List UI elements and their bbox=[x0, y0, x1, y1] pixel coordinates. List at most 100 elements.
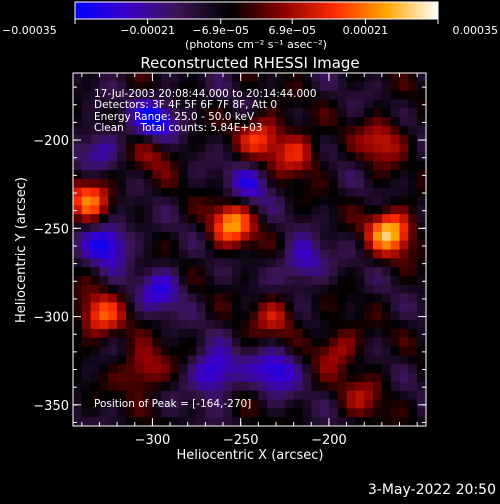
heatmap-cell bbox=[355, 390, 365, 401]
colorbar-unit-label: (photons cm⁻² s⁻¹ asec⁻²) bbox=[185, 38, 327, 51]
heatmap-cell bbox=[267, 99, 277, 109]
heatmap-cell bbox=[390, 223, 401, 233]
heatmap-cell bbox=[90, 143, 101, 154]
heatmap-cell bbox=[125, 417, 136, 426]
heatmap-cell bbox=[355, 90, 365, 101]
heatmap-cell bbox=[267, 364, 277, 374]
heatmap-cell bbox=[152, 302, 162, 312]
heatmap-cell bbox=[205, 143, 215, 154]
heatmap-cell bbox=[81, 337, 92, 348]
heatmap-cell bbox=[81, 134, 92, 145]
heatmap-cell bbox=[99, 125, 109, 136]
heatmap-cell bbox=[302, 275, 312, 286]
heatmap-cell bbox=[187, 196, 198, 206]
heatmap-cell bbox=[205, 249, 215, 259]
heatmap-cell bbox=[223, 417, 233, 426]
heatmap-cell bbox=[408, 408, 418, 418]
heatmap-cell bbox=[161, 390, 171, 401]
heatmap-cell bbox=[275, 196, 286, 206]
heatmap-cell bbox=[152, 152, 162, 162]
heatmap-cell bbox=[364, 249, 374, 259]
heatmap-cell bbox=[408, 143, 418, 154]
heatmap-cell bbox=[399, 337, 409, 348]
heatmap-cell bbox=[134, 381, 145, 392]
heatmap-cell bbox=[293, 267, 304, 277]
heatmap-cell bbox=[373, 284, 383, 295]
heatmap-cell bbox=[240, 346, 251, 356]
heatmap-cell bbox=[187, 134, 198, 145]
heatmap-cell bbox=[373, 240, 383, 251]
heatmap-cell bbox=[81, 258, 92, 268]
heatmap-cell bbox=[373, 364, 383, 374]
heatmap-cell bbox=[117, 408, 127, 418]
heatmap-cell bbox=[249, 178, 259, 189]
heatmap-cell bbox=[320, 205, 330, 215]
heatmap-cell bbox=[178, 143, 189, 154]
heatmap-cell bbox=[108, 284, 118, 295]
heatmap-cell bbox=[134, 293, 145, 304]
heatmap-cell bbox=[399, 408, 409, 418]
heatmap-cell bbox=[187, 390, 198, 401]
heatmap-cell bbox=[346, 284, 356, 295]
heatmap-cell bbox=[205, 346, 215, 356]
heatmap-cell bbox=[205, 293, 215, 304]
heatmap-cell bbox=[275, 302, 286, 312]
heatmap-cell bbox=[125, 143, 136, 154]
heatmap-cell bbox=[320, 73, 330, 83]
heatmap-cell bbox=[293, 134, 304, 145]
heatmap-cell bbox=[320, 258, 330, 268]
heatmap-cell bbox=[108, 205, 118, 215]
heatmap-cell bbox=[249, 293, 259, 304]
heatmap-cell bbox=[267, 293, 277, 304]
heatmap-cell bbox=[302, 205, 312, 215]
heatmap-cell bbox=[399, 302, 409, 312]
heatmap-cell bbox=[161, 346, 171, 356]
heatmap-cell bbox=[99, 214, 109, 224]
heatmap-cell bbox=[373, 223, 383, 233]
heatmap-cell bbox=[240, 311, 251, 321]
heatmap-cell bbox=[390, 311, 401, 321]
heatmap-cell bbox=[258, 258, 268, 268]
heatmap-cell bbox=[346, 373, 356, 383]
heatmap-cell bbox=[178, 399, 189, 409]
heatmap-cell bbox=[196, 258, 206, 268]
heatmap-cell bbox=[408, 170, 418, 180]
heatmap-cell bbox=[214, 73, 224, 83]
heatmap-cell bbox=[293, 152, 304, 162]
heatmap-cell bbox=[320, 328, 330, 339]
heatmap-cell bbox=[381, 328, 392, 339]
heatmap-cell bbox=[117, 240, 127, 251]
heatmap-cell bbox=[125, 117, 136, 127]
heatmap-cell bbox=[381, 178, 392, 189]
heatmap-cell bbox=[196, 125, 206, 136]
heatmap-cell bbox=[258, 240, 268, 251]
heatmap-cell bbox=[355, 355, 365, 365]
heatmap-cell bbox=[328, 187, 339, 198]
heatmap-cell bbox=[125, 249, 136, 259]
heatmap-cell bbox=[258, 125, 268, 136]
heatmap-cell bbox=[311, 275, 321, 286]
heatmap-cell bbox=[223, 99, 233, 109]
heatmap-cell bbox=[267, 302, 277, 312]
heatmap-cell bbox=[381, 373, 392, 383]
heatmap-cell bbox=[187, 311, 198, 321]
heatmap-cell bbox=[337, 143, 348, 154]
heatmap-cell bbox=[134, 99, 145, 109]
heatmap-cell bbox=[240, 73, 251, 83]
heatmap-cell bbox=[293, 108, 304, 118]
heatmap-cell bbox=[178, 320, 189, 330]
heatmap-cell bbox=[117, 320, 127, 330]
heatmap-cell bbox=[134, 302, 145, 312]
colorbar-tick-label: −0.00021 bbox=[120, 24, 175, 37]
heatmap-cell bbox=[381, 143, 392, 154]
heatmap-cell bbox=[293, 275, 304, 286]
heatmap-cell bbox=[178, 267, 189, 277]
heatmap-cell bbox=[117, 223, 127, 233]
heatmap-cell bbox=[231, 381, 242, 392]
heatmap-cell bbox=[214, 328, 224, 339]
heatmap-cell bbox=[81, 390, 92, 401]
heatmap-cell bbox=[161, 337, 171, 348]
heatmap-cell bbox=[223, 381, 233, 392]
heatmap-cell bbox=[417, 390, 426, 401]
heatmap-cell bbox=[258, 223, 268, 233]
